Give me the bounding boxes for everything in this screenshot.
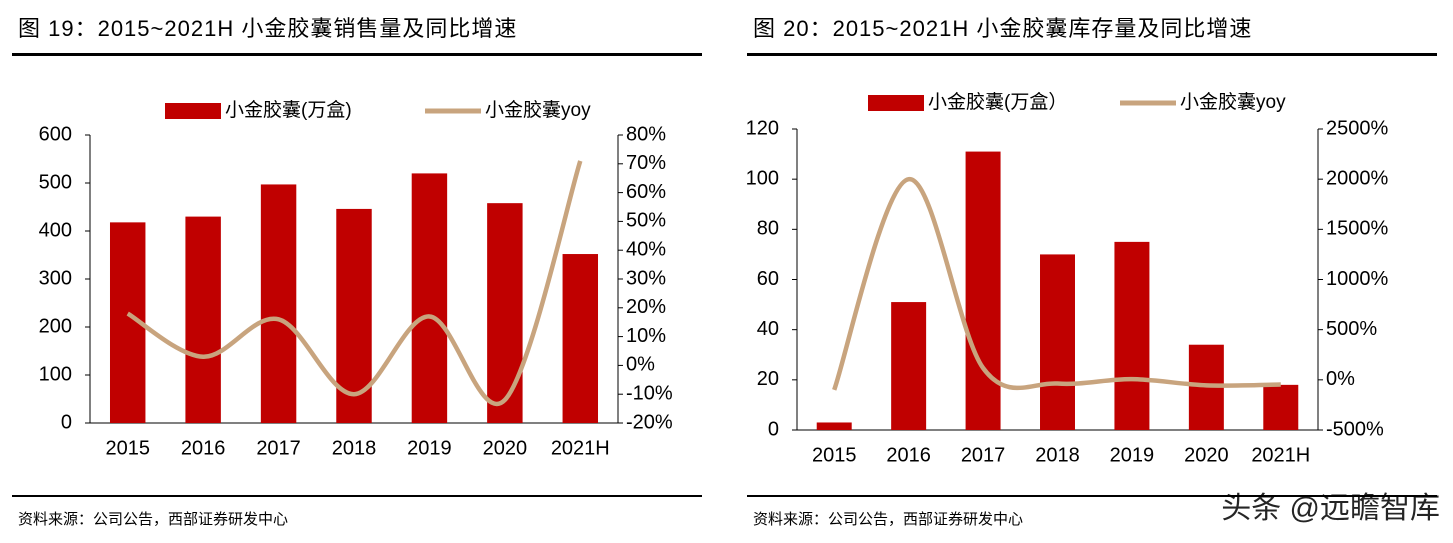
source-rule [747,495,1437,497]
y-tick-label: 20 [757,368,779,390]
bar [260,184,297,423]
bar [1040,254,1075,430]
x-tick-label: 2017 [256,437,301,459]
y2-tick-label: 0% [626,354,655,376]
y-tick-label: 500 [39,171,72,193]
y2-tick-label: 80% [626,123,666,145]
source-note: 资料来源：公司公告，西部证券研发中心 [18,511,288,528]
y-tick-label: 0 [61,411,72,433]
bar [487,203,523,423]
title-rule [747,53,1437,56]
y-tick-label: 120 [746,117,779,139]
y2-tick-label: 2500% [1326,117,1388,139]
y2-tick-label: 20% [626,296,666,318]
y-tick-label: 100 [39,363,72,385]
bar [1263,384,1299,430]
line [832,176,1281,391]
legend-label: 小金胶囊yoy [485,99,591,121]
y-tick-label: 300 [39,267,72,289]
bar [816,422,852,430]
bar [1114,241,1150,430]
y2-tick-label: 500% [1326,318,1377,340]
legend-label: 小金胶囊(万盒） [928,91,1067,113]
y-tick-label: 600 [39,123,72,145]
y-tick-label: 0 [768,418,779,440]
y2-tick-label: 1000% [1326,268,1388,290]
y-tick-label: 40 [757,318,779,340]
y2-tick-label: -500% [1326,418,1384,440]
x-tick-label: 2019 [407,437,452,459]
y-tick-label: 100 [746,167,779,189]
y2-tick-label: 0% [1326,368,1355,390]
y2-tick-label: 70% [626,152,666,174]
x-tick-label: 2016 [886,444,931,466]
source-note: 资料来源：公司公告，西部证券研发中心 [753,511,1023,528]
bar [562,254,599,423]
x-tick-label: 2016 [181,437,226,459]
x-tick-label: 2020 [1184,444,1229,466]
watermark: 头条 @远瞻智库 [1221,492,1440,525]
y-tick-label: 400 [39,219,72,241]
y2-tick-label: 2000% [1326,167,1388,189]
x-tick-label: 2018 [1035,444,1080,466]
bar [411,173,448,423]
line [126,160,583,406]
y-tick-label: 80 [757,218,779,240]
y2-tick-label: 50% [626,210,666,232]
bar [891,302,927,430]
y2-tick-label: 1500% [1326,218,1388,240]
source-rule [12,495,702,497]
bar [965,151,1001,430]
legend-swatch [868,95,924,111]
legend-label: 小金胶囊(万盒) [225,99,352,121]
y2-tick-label: -20% [626,411,673,433]
x-tick-label: 2020 [483,437,528,459]
y2-tick-label: 10% [626,325,666,347]
y2-tick-label: 30% [626,267,666,289]
bar [185,216,221,423]
title-rule [12,53,702,56]
x-tick-label: 2017 [961,444,1006,466]
y-tick-label: 60 [757,268,779,290]
y2-tick-label: 60% [626,181,666,203]
x-tick-label: 2021H [1251,444,1310,466]
chart-title: 图 20：2015~2021H 小金胶囊库存量及同比增速 [753,16,1252,41]
x-tick-label: 2019 [1110,444,1155,466]
y-tick-label: 200 [39,315,72,337]
x-tick-label: 2021H [551,437,610,459]
chart-title: 图 19：2015~2021H 小金胶囊销售量及同比增速 [18,16,517,41]
y2-tick-label: 40% [626,238,666,260]
legend-swatch [165,103,221,119]
y2-tick-label: -10% [626,382,673,404]
x-tick-label: 2015 [812,444,857,466]
legend-label: 小金胶囊yoy [1180,91,1286,113]
x-tick-label: 2018 [332,437,377,459]
x-tick-label: 2015 [105,437,150,459]
